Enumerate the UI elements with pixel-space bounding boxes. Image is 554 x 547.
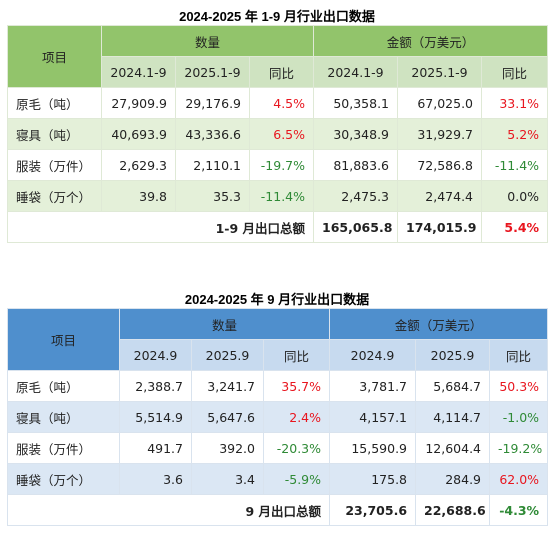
item-header: 项目 (7, 25, 102, 88)
cell: 27,909.9 (101, 87, 176, 119)
row-label: 服装（万件） (7, 149, 102, 181)
cell: 2,474.4 (397, 180, 483, 212)
cell: 5,684.7 (415, 370, 491, 402)
yoy-cell: -19.7% (248, 149, 315, 181)
total-cell: 23,705.6 (329, 494, 417, 526)
cell: 12,604.4 (415, 432, 491, 464)
sub-header: 2025.9 (415, 339, 491, 371)
cell: 392.0 (191, 432, 264, 464)
table2-title: 2024-2025 年 9 月行业出口数据 (184, 292, 370, 307)
table-row: 寝具（吨） 5,514.9 5,647.6 2.4% 4,157.1 4,114… (7, 401, 549, 433)
cell: 72,586.8 (397, 149, 483, 181)
cell: 50,358.1 (313, 87, 399, 119)
cell: 5,514.9 (119, 401, 192, 433)
cell: 81,883.6 (313, 149, 399, 181)
export-table-sep: 项目 数量 金额（万美元） 2024.9 2025.9 同比 2024.9 20… (6, 308, 549, 526)
sub-header: 同比 (262, 339, 331, 371)
table-row: 原毛（吨） 27,909.9 29,176.9 4.5% 50,358.1 67… (7, 87, 549, 119)
yoy-cell: 6.5% (248, 118, 315, 150)
yoy-cell: -1.0% (489, 401, 549, 433)
cell: 30,348.9 (313, 118, 399, 150)
cell: 4,157.1 (329, 401, 417, 433)
yoy-cell: 35.7% (262, 370, 331, 402)
cell: 39.8 (101, 180, 176, 212)
total-label: 1-9 月出口总额 (6, 211, 315, 243)
cell: 2,475.3 (313, 180, 399, 212)
cell: 284.9 (415, 463, 491, 495)
sub-header: 2025.9 (191, 339, 264, 371)
row-label: 寝具（吨） (7, 401, 120, 433)
row-label: 睡袋（万个） (7, 463, 120, 495)
cell: 175.8 (329, 463, 417, 495)
cell: 3,781.7 (329, 370, 417, 402)
cell: 4,114.7 (415, 401, 491, 433)
row-label: 服装（万件） (7, 432, 120, 464)
amount-header: 金额（万美元） (313, 25, 549, 57)
yoy-cell: -19.2% (489, 432, 549, 464)
quantity-header: 数量 (118, 308, 331, 340)
table-row: 原毛（吨） 2,388.7 3,241.7 35.7% 3,781.7 5,68… (7, 370, 549, 402)
sub-header: 2024.9 (329, 339, 417, 371)
total-row: 1-9 月出口总额 165,065.8 174,015.9 5.4% (6, 211, 549, 243)
row-label: 原毛（吨） (7, 87, 102, 119)
yoy-cell: 0.0% (481, 180, 549, 212)
cell: 3.6 (119, 463, 192, 495)
cell: 2,110.1 (175, 149, 250, 181)
cell: 43,336.6 (175, 118, 250, 150)
sub-header: 同比 (481, 56, 549, 88)
sub-header: 2025.1-9 (175, 56, 250, 88)
table-row: 服装（万件） 491.7 392.0 -20.3% 15,590.9 12,60… (7, 432, 549, 464)
cell: 3,241.7 (191, 370, 264, 402)
total-label: 9 月出口总额 (6, 494, 331, 526)
yoy-cell: 62.0% (489, 463, 549, 495)
total-cell: 22,688.6 (415, 494, 491, 526)
sub-header: 2024.1-9 (313, 56, 399, 88)
table-row: 睡袋（万个） 3.6 3.4 -5.9% 175.8 284.9 62.0% (7, 463, 549, 495)
cell: 35.3 (175, 180, 250, 212)
yoy-cell: -20.3% (262, 432, 331, 464)
row-label: 寝具（吨） (7, 118, 102, 150)
cell: 2,388.7 (119, 370, 192, 402)
item-header: 项目 (7, 308, 120, 371)
cell: 491.7 (119, 432, 192, 464)
cell: 40,693.9 (101, 118, 176, 150)
sub-header: 同比 (248, 56, 315, 88)
yoy-cell: 2.4% (262, 401, 331, 433)
yoy-cell: -5.9% (262, 463, 331, 495)
quantity-header: 数量 (100, 25, 315, 57)
yoy-cell: -11.4% (248, 180, 315, 212)
table-row: 睡袋（万个） 39.8 35.3 -11.4% 2,475.3 2,474.4 … (7, 180, 549, 212)
yoy-cell: 4.5% (248, 87, 315, 119)
cell: 29,176.9 (175, 87, 250, 119)
table-row: 服装（万件） 2,629.3 2,110.1 -19.7% 81,883.6 7… (7, 149, 549, 181)
total-row: 9 月出口总额 23,705.6 22,688.6 -4.3% (6, 494, 549, 526)
total-yoy-cell: -4.3% (489, 494, 549, 526)
yoy-cell: 5.2% (481, 118, 549, 150)
cell: 15,590.9 (329, 432, 417, 464)
export-table-jan-sep: 项目 数量 金额（万美元） 2024.1-9 2025.1-9 同比 2024.… (6, 25, 549, 243)
yoy-cell: -11.4% (481, 149, 549, 181)
cell: 31,929.7 (397, 118, 483, 150)
row-label: 睡袋（万个） (7, 180, 102, 212)
yoy-cell: 50.3% (489, 370, 549, 402)
total-cell: 165,065.8 (313, 211, 399, 243)
total-cell: 174,015.9 (397, 211, 483, 243)
amount-header: 金额（万美元） (329, 308, 549, 340)
sub-header: 2024.1-9 (101, 56, 176, 88)
cell: 5,647.6 (191, 401, 264, 433)
cell: 67,025.0 (397, 87, 483, 119)
row-label: 原毛（吨） (7, 370, 120, 402)
yoy-cell: 33.1% (481, 87, 549, 119)
sub-header: 同比 (489, 339, 549, 371)
table-row: 寝具（吨） 40,693.9 43,336.6 6.5% 30,348.9 31… (7, 118, 549, 150)
sub-header: 2025.1-9 (397, 56, 483, 88)
table1-title: 2024-2025 年 1-9 月行业出口数据 (179, 9, 375, 24)
cell: 2,629.3 (101, 149, 176, 181)
sub-header: 2024.9 (119, 339, 192, 371)
cell: 3.4 (191, 463, 264, 495)
total-yoy-cell: 5.4% (481, 211, 549, 243)
